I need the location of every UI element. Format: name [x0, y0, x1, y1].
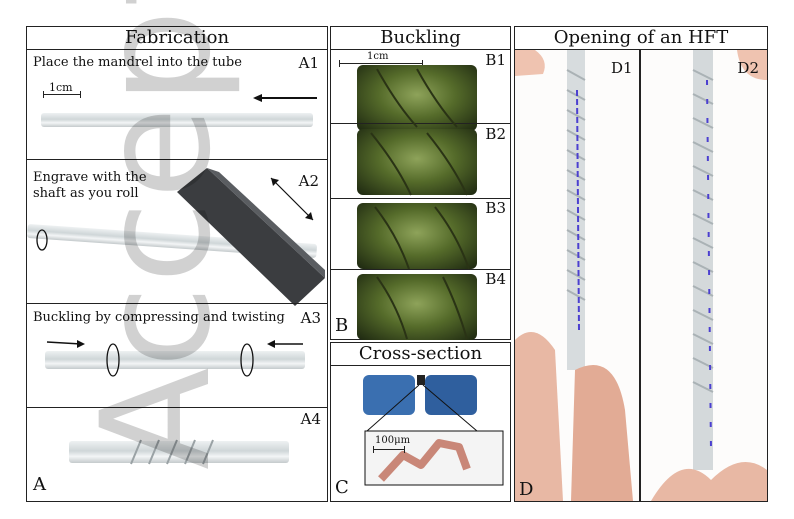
a2-label: A2	[298, 172, 319, 190]
a1-insert-arrow-icon	[253, 94, 317, 102]
opening-title: Opening of an HFT	[515, 27, 767, 50]
fabrication-title: Fabrication	[27, 27, 327, 50]
b4-cell	[331, 269, 510, 270]
b-helix-overlays	[370, 68, 470, 340]
panel-b-letter: B	[335, 315, 349, 336]
b2-cell	[331, 123, 510, 124]
a4-buckled-tube	[69, 441, 289, 463]
a3-label: A3	[300, 309, 321, 327]
c-scale-bar	[373, 446, 405, 453]
cross-section-illustration	[363, 375, 504, 486]
d2-label: D2	[737, 59, 759, 77]
a2-instruction-line1: Engrave with the	[33, 170, 147, 185]
c-scale-label: 100μm	[375, 435, 411, 446]
a3-instruction: Buckling by compressing and twisting	[33, 310, 285, 325]
b2-label: B2	[485, 125, 506, 143]
panel-a-letter: A	[33, 474, 46, 495]
a1-label: A1	[298, 54, 319, 72]
d1-hft-tube-with-fingers	[515, 50, 633, 501]
opening-panel: Opening of an HFT D1 D2 D	[514, 26, 768, 502]
a1-instruction: Place the mandrel into the tube	[33, 55, 242, 70]
b4-label: B4	[485, 270, 506, 288]
b3-label: B3	[485, 199, 506, 217]
d1-divider	[639, 50, 641, 501]
b-scale-bar	[339, 60, 423, 67]
d2-hft-tube-with-fingers	[651, 50, 767, 501]
cross-section-panel: Cross-section 100μm C	[330, 342, 511, 502]
b-scale-label: 1cm	[367, 51, 389, 62]
a1-tube-with-mandrel	[41, 113, 313, 127]
a2-cell: Engrave with the shaft as you roll A2	[26, 159, 327, 306]
panel-d-letter: D	[519, 479, 534, 500]
b1-label: B1	[485, 51, 506, 69]
a1-scale-bar	[43, 91, 81, 98]
panel-c-letter: C	[335, 477, 349, 498]
b3-cell	[331, 198, 510, 199]
a2-instruction-line2: shaft as you roll	[33, 186, 139, 201]
fabrication-panel: Fabrication Place the mandrel into the t…	[26, 26, 328, 502]
buckling-title: Buckling	[331, 27, 510, 50]
a1-scale-label: 1cm	[49, 81, 73, 94]
buckling-panel: Buckling 1cm B1 B2 B3 B4 B	[330, 26, 511, 340]
a3-compress-twist-arrows-icon	[46, 340, 303, 377]
a3-cell: Buckling by compressing and twisting A3	[27, 303, 327, 408]
b3-micrograph	[357, 203, 477, 269]
cross-section-title: Cross-section	[331, 343, 510, 366]
a3-tube	[45, 351, 305, 369]
b1-micrograph	[357, 65, 477, 131]
a4-cell: A4 A	[27, 407, 327, 502]
a2-roll-arrow-icon	[36, 229, 48, 251]
a2-engraving-tool	[177, 168, 325, 306]
d1-label: D1	[611, 59, 633, 77]
a4-label: A4	[300, 410, 321, 428]
a4-helical-buckles	[130, 439, 214, 465]
